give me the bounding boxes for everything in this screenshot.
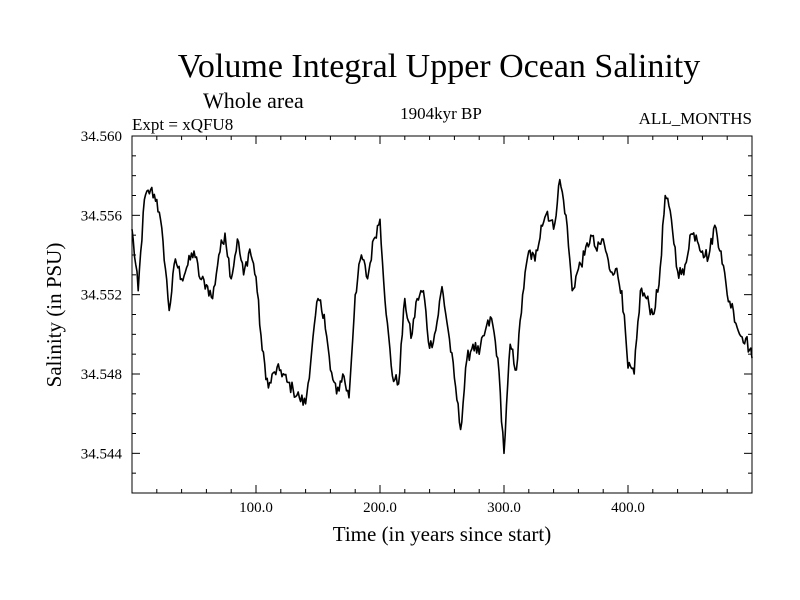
chart-title: Volume Integral Upper Ocean Salinity — [178, 48, 700, 85]
y-tick-label: 34.560 — [81, 129, 122, 145]
chart-subtitle: Whole area — [203, 88, 304, 113]
plot-frame — [131, 135, 753, 494]
period-label: 1904kyr BP — [400, 104, 482, 123]
y-axis-label: Salinity (in PSU) — [42, 243, 66, 388]
months-label: ALL_MONTHS — [639, 109, 752, 128]
experiment-label: Expt = xQFU8 — [132, 115, 233, 134]
y-tick-label: 34.548 — [81, 367, 122, 383]
salinity-series-line — [131, 178, 753, 455]
y-tick-label: 34.544 — [81, 446, 123, 462]
y-axis: 34.544 34.548 34.552 34.556 34.560 — [81, 129, 752, 494]
x-tick-label: 100.0 — [239, 500, 273, 516]
y-tick-label: 34.556 — [81, 208, 123, 224]
x-axis: 100.0 200.0 300.0 400.0 — [156, 136, 728, 516]
x-tick-label: 200.0 — [363, 500, 397, 516]
x-tick-label: 400.0 — [611, 500, 645, 516]
x-axis-label: Time (in years since start) — [333, 522, 552, 546]
x-tick-label: 300.0 — [487, 500, 521, 516]
y-tick-label: 34.552 — [81, 288, 122, 304]
